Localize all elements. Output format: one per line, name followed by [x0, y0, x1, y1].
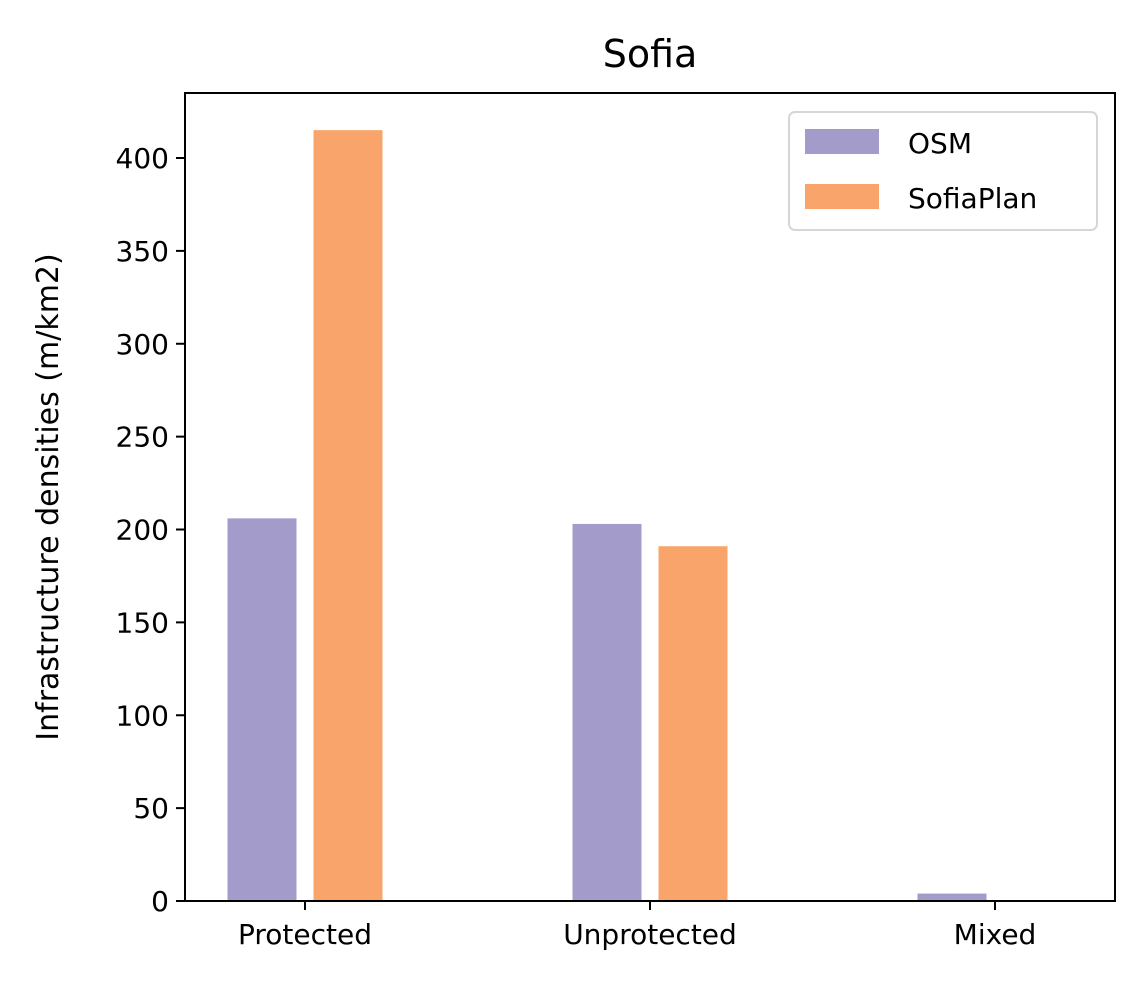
y-tick-label: 0 — [151, 885, 169, 918]
y-tick-label: 150 — [116, 606, 169, 639]
legend-swatch-osm — [805, 129, 879, 154]
y-tick-label: 300 — [116, 328, 169, 361]
bar-osm-protected — [227, 518, 297, 901]
y-axis: 0 50 100 150 200 250 300 350 400 — [116, 142, 185, 918]
y-tick-label: 100 — [116, 699, 169, 732]
bar-sofiaplan-protected — [313, 130, 383, 902]
y-tick-label: 400 — [116, 142, 169, 175]
bar-osm-unprotected — [572, 523, 642, 901]
x-tick-label-mixed: Mixed — [954, 918, 1037, 951]
legend: OSM SofiaPlan — [788, 111, 1098, 231]
legend-label-sofiaplan: SofiaPlan — [908, 182, 1037, 215]
y-axis-label: Infrastructure densities (m/km2) — [31, 253, 66, 740]
y-tick-label: 50 — [133, 792, 169, 825]
bars-layer — [227, 130, 987, 902]
y-tick-label: 250 — [116, 421, 169, 454]
x-axis: Protected Unprotected Mixed — [238, 901, 1036, 951]
legend-swatch-sofiaplan — [805, 184, 879, 209]
legend-label-osm: OSM — [908, 127, 972, 160]
y-tick-label: 350 — [116, 235, 169, 268]
bar-osm-mixed — [917, 893, 987, 901]
x-tick-label-protected: Protected — [238, 918, 372, 951]
x-tick-label-unprotected: Unprotected — [563, 918, 737, 951]
y-tick-label: 200 — [116, 514, 169, 547]
bar-sofiaplan-unprotected — [658, 546, 728, 901]
chart-title: Sofia — [603, 32, 698, 76]
